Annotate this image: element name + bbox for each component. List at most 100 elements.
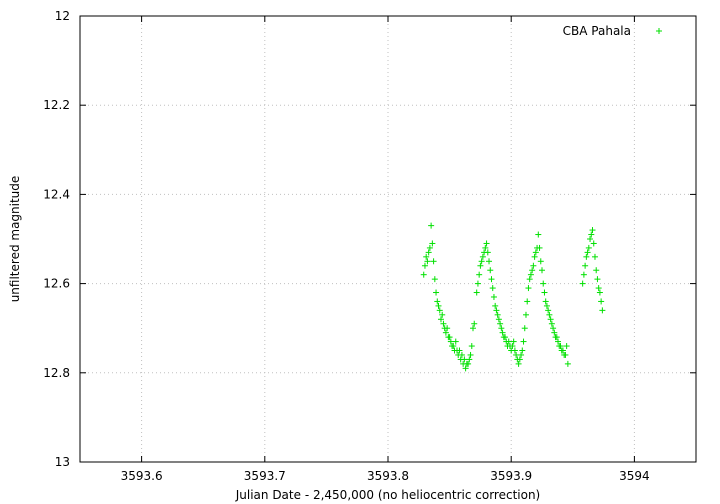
grid-lines [80, 16, 696, 462]
data-point [598, 298, 605, 305]
data-point [434, 298, 441, 305]
data-point [468, 343, 475, 350]
data-point [563, 343, 570, 350]
data-point [515, 360, 522, 367]
data-point [525, 285, 532, 292]
data-point [520, 338, 527, 345]
data-point [482, 244, 489, 251]
data-point [553, 334, 560, 341]
legend-marker [656, 28, 662, 34]
data-point [421, 262, 428, 269]
data-point [487, 267, 494, 274]
data-point [530, 262, 537, 269]
data-point [424, 258, 431, 265]
data-point [492, 302, 499, 309]
data-point [524, 298, 531, 305]
data-point [486, 258, 493, 265]
data-point [466, 356, 473, 363]
data-point [531, 253, 538, 260]
data-point [550, 325, 557, 332]
data-point [436, 307, 443, 314]
data-point [458, 351, 465, 358]
data-point [529, 267, 536, 274]
data-point [494, 311, 501, 318]
data-point [590, 240, 597, 247]
data-point [509, 343, 516, 350]
data-point [495, 316, 502, 323]
data-point [477, 262, 484, 269]
data-point [498, 325, 505, 332]
data-point [522, 311, 529, 318]
data-point [540, 280, 547, 287]
x-tick-label: 3593.7 [244, 469, 286, 483]
data-point [426, 244, 433, 251]
data-point [518, 351, 525, 358]
y-tick-label: 12.6 [43, 277, 70, 291]
data-point [536, 244, 543, 251]
data-point [587, 236, 594, 242]
data-point [420, 271, 427, 278]
data-point [437, 316, 444, 323]
data-point [547, 316, 554, 323]
data-point [545, 307, 552, 314]
data-point [493, 307, 500, 314]
data-point [594, 276, 601, 283]
data-point [559, 347, 566, 354]
data-point [470, 325, 477, 332]
x-tick-label: 3594 [619, 469, 650, 483]
data-point [465, 360, 472, 367]
data-point [425, 249, 432, 256]
data-point [478, 258, 485, 265]
data-point [542, 298, 549, 305]
data-point [543, 302, 550, 309]
data-point [551, 329, 558, 336]
data-point [446, 334, 453, 341]
data-point [527, 271, 534, 278]
data-point [450, 343, 457, 350]
data-points [420, 222, 606, 372]
data-point [430, 258, 437, 265]
data-point [562, 351, 569, 358]
data-point [591, 253, 598, 260]
legend-plus-marker [656, 28, 662, 34]
data-point [596, 289, 603, 296]
legend-label: CBA Pahala [563, 24, 631, 38]
axis-ticks: 3593.6 3593.7 3593.8 3593.9 3594 12 12.2 12.4 12… [43, 9, 696, 483]
data-point [433, 289, 440, 296]
data-point [582, 262, 589, 269]
y-tick-label: 13 [55, 455, 70, 469]
data-point [489, 285, 496, 292]
data-point [579, 280, 586, 287]
plot-frame [79, 15, 697, 463]
data-point [444, 325, 451, 332]
data-point [585, 244, 592, 251]
data-point [462, 365, 469, 372]
data-point [423, 253, 430, 260]
data-point [473, 289, 480, 296]
data-point [428, 222, 435, 229]
data-point [588, 231, 595, 238]
x-tick-label: 3593.9 [490, 469, 532, 483]
data-point [541, 289, 548, 296]
y-tick-label: 12.2 [43, 98, 70, 112]
x-tick-label: 3593.6 [121, 469, 163, 483]
data-point [564, 360, 571, 367]
y-tick-label: 12.8 [43, 366, 70, 380]
data-point [595, 285, 602, 292]
data-point [440, 320, 447, 327]
data-point [580, 271, 587, 278]
data-point [519, 347, 526, 354]
y-tick-label: 12 [55, 9, 70, 23]
data-point [502, 334, 509, 341]
data-point [583, 253, 590, 260]
data-point [452, 338, 459, 345]
data-point [589, 227, 596, 234]
data-point [471, 320, 478, 327]
data-point [548, 320, 555, 327]
data-point [479, 253, 486, 260]
data-point [557, 343, 564, 350]
data-point [484, 249, 491, 256]
data-point [584, 249, 591, 256]
data-point [474, 280, 481, 287]
